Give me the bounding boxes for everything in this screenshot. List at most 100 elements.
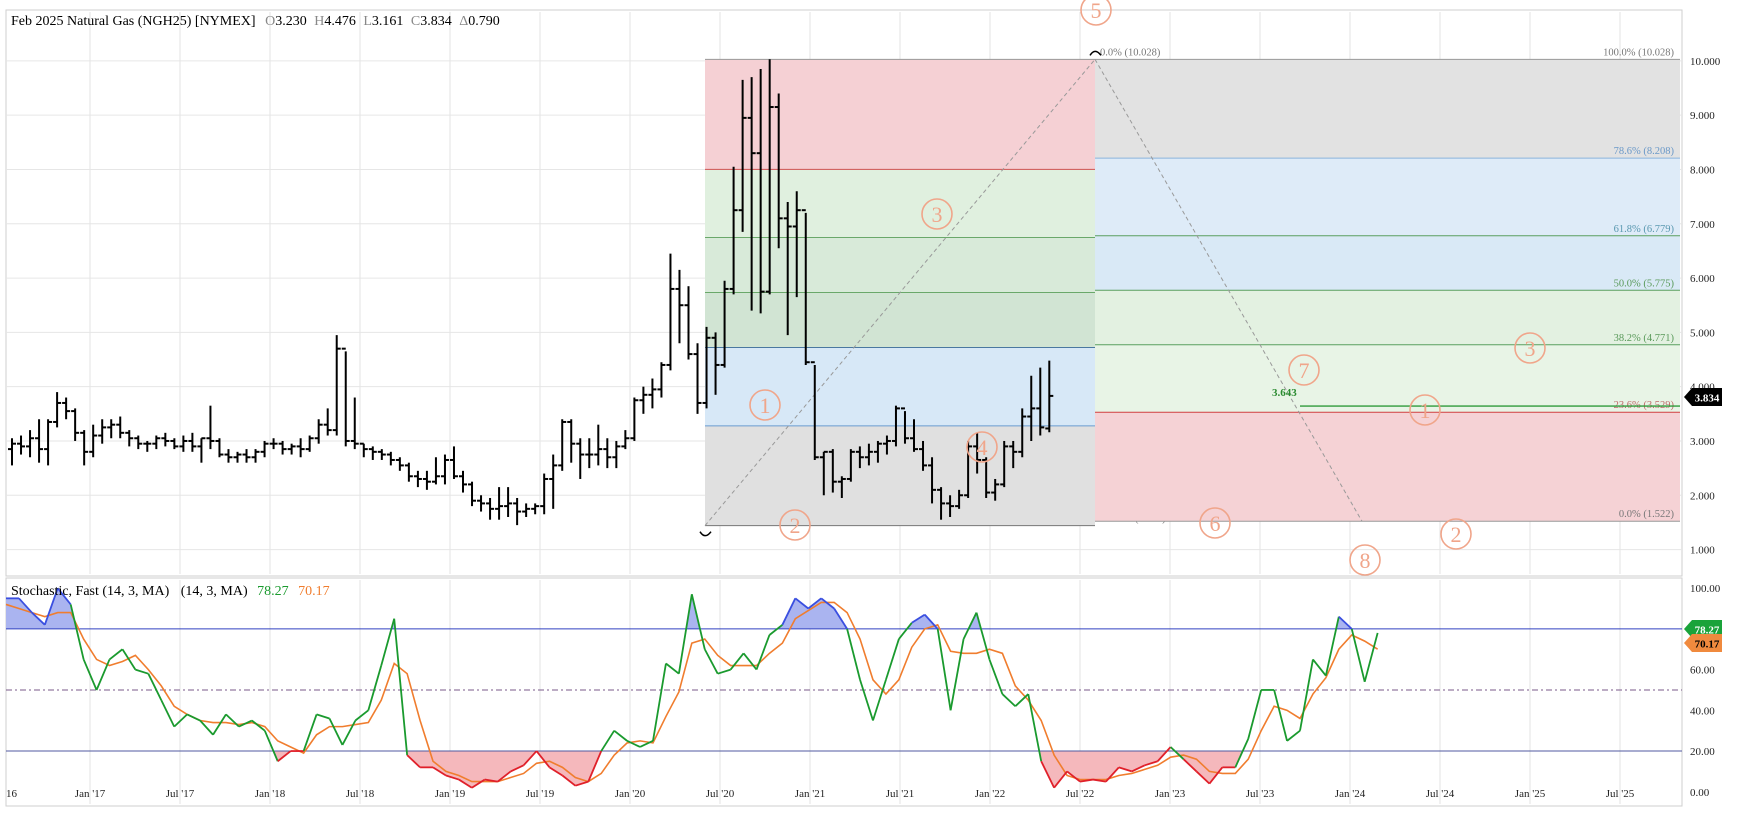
fib-up-zone [705, 425, 1095, 526]
price-panel-frame [5, 9, 1683, 577]
wave-label-circle [1199, 507, 1231, 539]
stoch-k-segment [393, 618, 409, 756]
stoch-k-segment [949, 638, 965, 711]
stoch-k-segment [277, 750, 292, 762]
stoch-k-segment [1053, 770, 1068, 789]
swing-high-marker [1089, 50, 1102, 56]
ohlc-bar [359, 442, 368, 458]
fib-layer: 0.0% (10.028)23.6% (8.001)38.2% (6.747)5… [699, 47, 1680, 537]
stoch-k-segment [1169, 746, 1185, 760]
stoch-k-segment [1105, 766, 1120, 783]
d-badge-text: 70.17 [1695, 639, 1720, 651]
stoch-k-segment [1195, 770, 1211, 785]
fib-down-zone [1095, 344, 1680, 413]
stoch-k-segment [406, 754, 421, 768]
ohlc-bar [179, 435, 188, 452]
ohlc-bar [296, 438, 305, 458]
wave-labels: 1 2 3 4 5 6 7 8 1 2 3 [749, 0, 1546, 576]
fib-down-zone [1095, 290, 1680, 345]
ohlc-bar [765, 59, 774, 295]
stoch-k-segment [924, 614, 939, 630]
ohlc-bar [404, 462, 413, 482]
x-tick-label: Jan '24 [1335, 788, 1366, 800]
wave-label-circle [1440, 518, 1472, 550]
ohlc-bar [62, 397, 71, 420]
ohlc-bars [8, 59, 1054, 526]
ohlc-bar [1027, 375, 1036, 441]
stoch-params: (14, 3, MA) [181, 584, 248, 599]
ohlc-bar [900, 407, 909, 444]
stoch-k-segment [316, 713, 330, 720]
stoch-k-segment [380, 618, 396, 666]
level-line-label: 3.643 [1272, 387, 1297, 399]
ohlc-bar [314, 419, 323, 444]
stoch-k-segment [225, 713, 240, 728]
stoch-k-segment [1156, 746, 1172, 762]
ohlc-bar [991, 478, 1000, 501]
stoch-k-segment [484, 778, 498, 783]
ohlc-bar [819, 450, 828, 496]
wave-label-text: 5 [1091, 0, 1102, 23]
last-price-badge: 3.834 [1684, 388, 1722, 406]
ohlc-bar [71, 408, 80, 441]
wave-label-3: 3 [921, 198, 953, 230]
ohlc-bar [260, 440, 269, 458]
stoch-k-segment [1338, 616, 1353, 630]
x-tick-label: Jan '18 [255, 788, 286, 800]
fib-up-zone [705, 59, 1095, 170]
stoch-k-segment [1092, 778, 1107, 783]
ohlc-bar [594, 424, 603, 466]
ohlc-bar [26, 430, 35, 458]
ohlc-bar [702, 326, 711, 409]
ohlc-bar [1036, 367, 1045, 436]
ohlc-bar [269, 438, 278, 450]
ohlc-bar [684, 286, 693, 360]
x-tick-label: Jan '19 [435, 788, 466, 800]
stoch-k-segment [147, 673, 163, 701]
stoch-k-segment [497, 770, 512, 783]
stoch-k-segment [199, 719, 214, 736]
ohlc-bar [711, 332, 720, 395]
fib-down-trendline [1094, 59, 1363, 522]
price-y-tick-label: 10.000 [1690, 56, 1721, 68]
ohlc-bar [558, 419, 567, 471]
stoch-k-segment [173, 713, 188, 728]
stoch-k-segment [820, 597, 835, 610]
close-label: C [411, 14, 420, 29]
ohlc-bar [107, 419, 116, 439]
ohlc-bar [955, 489, 964, 509]
x-tick-label: Jan '20 [615, 788, 646, 800]
x-tick-label: Jan '17 [75, 788, 106, 800]
stoch-k-segment [445, 774, 460, 781]
stoch-k-segment [121, 648, 137, 671]
stoch-k-segment [794, 597, 809, 610]
stoch-k-segment [1182, 758, 1198, 773]
wave-label-text: 4 [977, 435, 988, 460]
fib-up-zone [705, 292, 1095, 348]
ohlc-bar [928, 457, 937, 504]
stoch-k-segment [432, 766, 447, 777]
ohlc-bar [783, 202, 792, 336]
stoch-k-segment [263, 730, 279, 762]
wave-label-circle [1514, 332, 1546, 364]
stoch-k-segment [1363, 632, 1379, 683]
stoch-k-segment [1040, 760, 1055, 789]
price-y-tick-label: 8.000 [1690, 164, 1715, 176]
price-y-tick-label: 6.000 [1690, 273, 1715, 285]
ohlc-bar [882, 435, 891, 455]
stoch-k-segment [872, 679, 887, 721]
close-value: 3.834 [420, 14, 452, 29]
ohlc-bar [35, 419, 44, 463]
wave-label-6: 6 [1199, 507, 1231, 539]
stoch-d-value: 70.17 [298, 584, 330, 599]
fib-down-label: 100.0% (10.028) [1603, 47, 1674, 58]
stoch-k-segment [471, 778, 486, 789]
ohlc-bar [459, 470, 467, 493]
ohlc-bar [675, 269, 684, 344]
last-price-badge-text: 3.834 [1695, 393, 1720, 405]
x-tick-label: Jul '23 [1246, 788, 1275, 800]
ohlc-bar [116, 416, 125, 439]
stoch-k-segment [639, 740, 654, 748]
ohlc-bar [540, 473, 549, 515]
